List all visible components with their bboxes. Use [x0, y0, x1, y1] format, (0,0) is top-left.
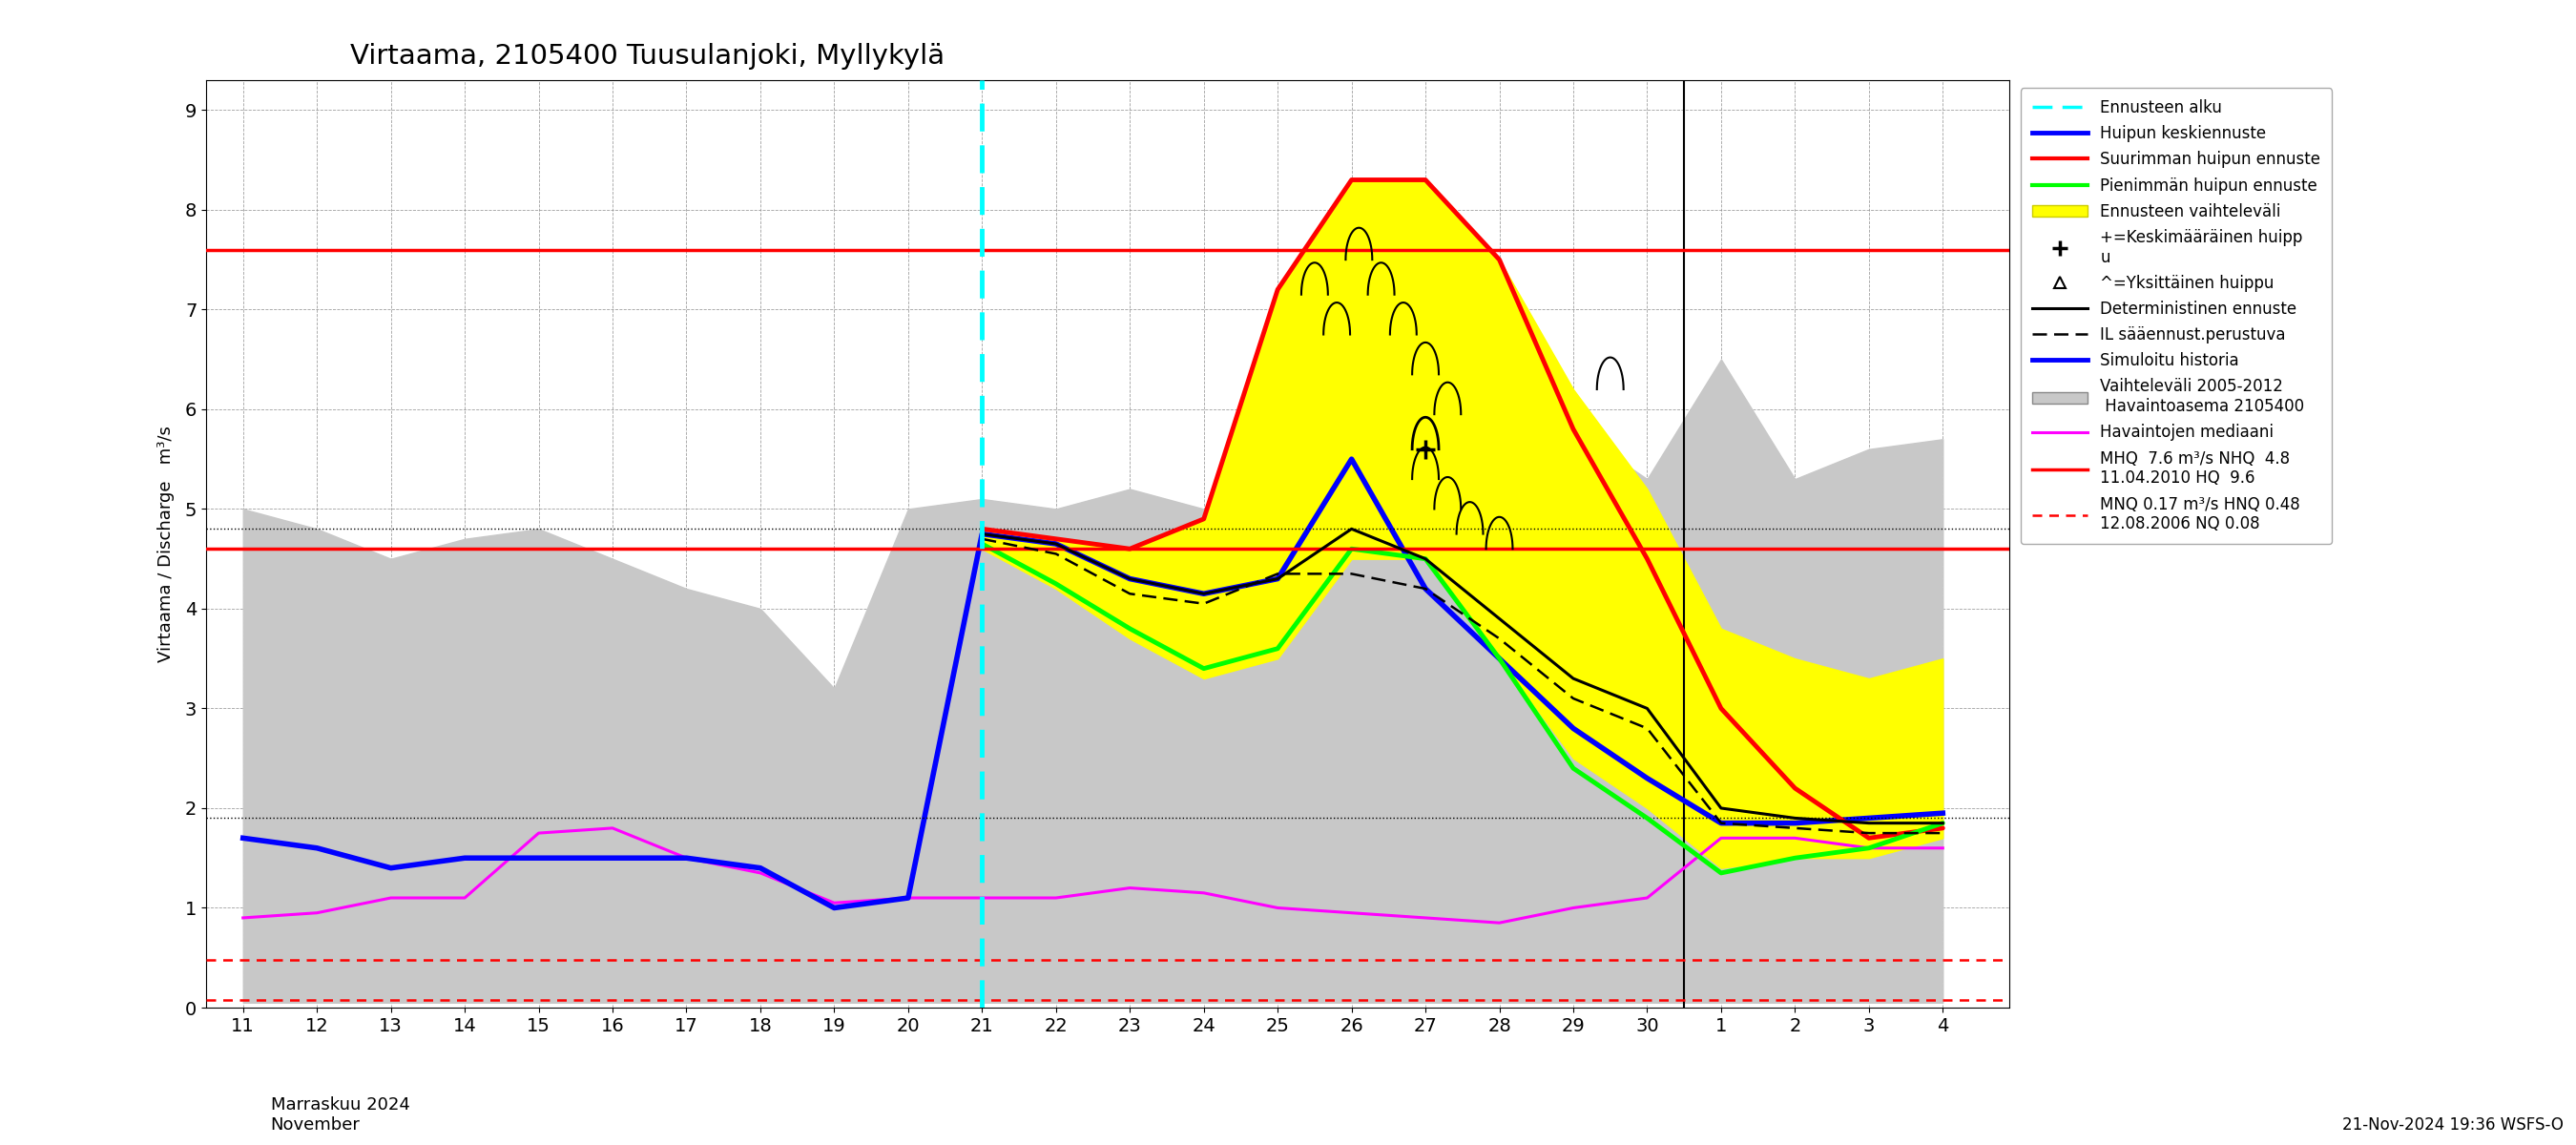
Text: Virtaama, 2105400 Tuusulanjoki, Myllykylä: Virtaama, 2105400 Tuusulanjoki, Myllykyl… — [350, 44, 945, 70]
Text: 21-Nov-2024 19:36 WSFS-O: 21-Nov-2024 19:36 WSFS-O — [2342, 1116, 2563, 1134]
Legend: Ennusteen alku, Huipun keskiennuste, Suurimman huipun ennuste, Pienimmän huipun : Ennusteen alku, Huipun keskiennuste, Suu… — [2020, 88, 2331, 544]
Text: Marraskuu 2024
November: Marraskuu 2024 November — [270, 1097, 410, 1134]
Y-axis label: Virtaama / Discharge   m³/s: Virtaama / Discharge m³/s — [157, 426, 175, 662]
